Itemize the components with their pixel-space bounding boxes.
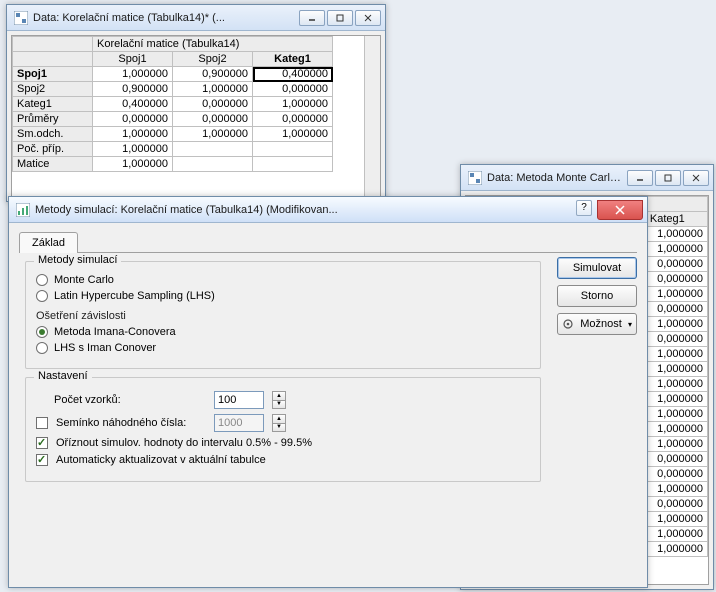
cell[interactable]: 0,900000 <box>93 82 173 97</box>
cell[interactable] <box>253 157 333 172</box>
titlebar-correlation[interactable]: Data: Korelační matice (Tabulka14)* (... <box>7 5 385 31</box>
chevron-down-icon: ▾ <box>628 320 632 329</box>
row-header[interactable]: Průměry <box>13 112 93 127</box>
app-icon <box>13 10 29 26</box>
options-label: Možnost <box>580 318 622 330</box>
cancel-button[interactable]: Storno <box>557 285 637 307</box>
cell[interactable]: 0,400000 <box>93 97 173 112</box>
minimize-button[interactable] <box>627 170 653 186</box>
radio-icon <box>36 326 48 338</box>
seed-input: 1000 <box>214 414 264 432</box>
titlebar-dialog[interactable]: Metody simulací: Korelační matice (Tabul… <box>9 197 647 223</box>
cell[interactable]: 1,000000 <box>253 127 333 142</box>
window-correlation: Data: Korelační matice (Tabulka14)* (...… <box>6 4 386 202</box>
row-header[interactable]: Matice <box>13 157 93 172</box>
radio-icon <box>36 274 48 286</box>
app-icon <box>467 170 483 186</box>
dialog-simulation-methods: Metody simulací: Korelační matice (Tabul… <box>8 196 648 588</box>
radio-label: Metoda Imana-Conovera <box>54 326 176 338</box>
seed-checkbox[interactable] <box>36 417 48 429</box>
radio-label: Latin Hypercube Sampling (LHS) <box>54 290 215 302</box>
title-text: Metody simulací: Korelační matice (Tabul… <box>35 204 576 216</box>
scrollbar-vertical[interactable] <box>364 36 380 196</box>
radio-label: Monte Carlo <box>54 274 114 286</box>
row-header[interactable]: Spoj2 <box>13 82 93 97</box>
cell[interactable]: 0,000000 <box>93 112 173 127</box>
gear-icon <box>562 318 574 330</box>
help-button[interactable]: ? <box>576 200 592 216</box>
radio-label: LHS s Iman Conover <box>54 342 156 354</box>
auto-update-checkbox[interactable] <box>36 454 48 466</box>
row-header[interactable]: Sm.odch. <box>13 127 93 142</box>
close-button[interactable] <box>597 200 643 220</box>
radio-lhs[interactable]: Latin Hypercube Sampling (LHS) <box>36 290 530 302</box>
cell[interactable]: 0,000000 <box>253 82 333 97</box>
cell[interactable]: 1,000000 <box>173 127 253 142</box>
samples-input[interactable]: 100 <box>214 391 264 409</box>
legend-settings: Nastavení <box>34 370 92 382</box>
cell[interactable]: 1,000000 <box>253 97 333 112</box>
radio-iman-conover[interactable]: Metoda Imana-Conovera <box>36 326 530 338</box>
samples-value: 100 <box>218 394 236 406</box>
chart-icon <box>15 202 31 218</box>
radio-lhs-iman[interactable]: LHS s Iman Conover <box>36 342 530 354</box>
subhead-dependence: Ošetření závislosti <box>36 310 530 322</box>
cell[interactable]: 1,000000 <box>93 157 173 172</box>
legend-methods: Metody simulací <box>34 254 121 266</box>
radio-monte-carlo[interactable]: Monte Carlo <box>36 274 530 286</box>
cell[interactable] <box>253 142 333 157</box>
cell[interactable]: 0,000000 <box>253 112 333 127</box>
maximize-button[interactable] <box>327 10 353 26</box>
cell[interactable]: 1,000000 <box>93 67 173 82</box>
seed-value: 1000 <box>218 417 242 429</box>
titlebar-montecarlo[interactable]: Data: Metoda Monte Carlo (Korela... <box>461 165 713 191</box>
options-button[interactable]: Možnost ▾ <box>557 313 637 335</box>
close-button[interactable] <box>683 170 709 186</box>
auto-update-label: Automaticky aktualizovat v aktuální tabu… <box>56 454 266 466</box>
minimize-button[interactable] <box>299 10 325 26</box>
row-header[interactable]: Poč. příp. <box>13 142 93 157</box>
title-text: Data: Metoda Monte Carlo (Korela... <box>487 172 627 184</box>
seed-spinner[interactable]: ▲▼ <box>272 414 286 432</box>
tab-basic[interactable]: Základ <box>19 232 78 253</box>
group-methods: Metody simulací Monte Carlo Latin Hyperc… <box>25 261 541 369</box>
cell[interactable]: 0,400000 <box>253 67 333 82</box>
cell[interactable]: 1,000000 <box>173 82 253 97</box>
samples-label: Počet vzorků: <box>36 394 206 406</box>
row-header[interactable]: Kateg1 <box>13 97 93 112</box>
cell[interactable]: 0,000000 <box>173 112 253 127</box>
simulate-button[interactable]: Simulovat <box>557 257 637 279</box>
correlation-table: Korelační matice (Tabulka14)Spoj1Spoj2Ka… <box>12 36 333 172</box>
cell[interactable]: 0,900000 <box>173 67 253 82</box>
row-header[interactable]: Spoj1 <box>13 67 93 82</box>
maximize-button[interactable] <box>655 170 681 186</box>
group-settings: Nastavení Počet vzorků: 100 ▲▼ Semínko n… <box>25 377 541 482</box>
cell[interactable]: 1,000000 <box>93 142 173 157</box>
trim-checkbox[interactable] <box>36 437 48 449</box>
radio-icon <box>36 342 48 354</box>
samples-spinner[interactable]: ▲▼ <box>272 391 286 409</box>
cell[interactable] <box>173 157 253 172</box>
trim-label: Oříznout simulov. hodnoty do intervalu 0… <box>56 437 312 449</box>
close-button[interactable] <box>355 10 381 26</box>
seed-label: Semínko náhodného čísla: <box>56 417 206 429</box>
radio-icon <box>36 290 48 302</box>
tab-strip: Základ <box>19 231 637 253</box>
cell[interactable] <box>173 142 253 157</box>
cell[interactable]: 0,000000 <box>173 97 253 112</box>
cell[interactable]: 1,000000 <box>93 127 173 142</box>
title-text: Data: Korelační matice (Tabulka14)* (... <box>33 12 299 24</box>
